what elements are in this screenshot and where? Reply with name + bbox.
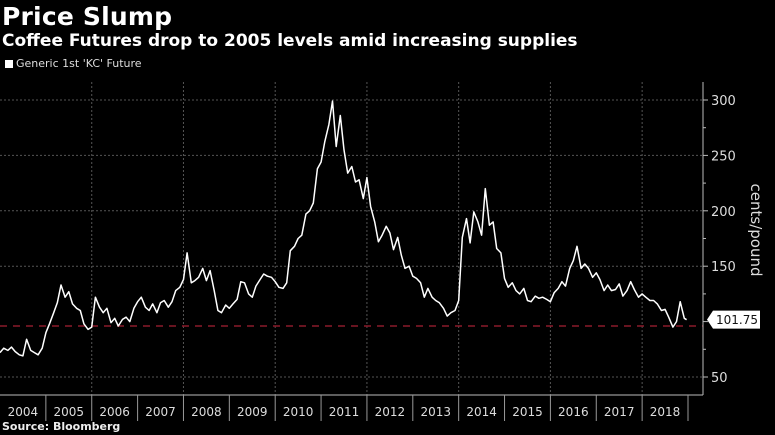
legend: Generic 1st 'KC' Future xyxy=(5,57,142,70)
gridlines xyxy=(0,82,703,395)
x-tick-label: 2015 xyxy=(512,405,543,419)
x-tick-label: 2017 xyxy=(604,405,635,419)
x-tick-label: 2007 xyxy=(145,405,176,419)
x-tick-label: 2014 xyxy=(466,405,497,419)
x-tick-label: 2012 xyxy=(375,405,406,419)
x-tick-label: 2013 xyxy=(420,405,451,419)
source-note: Source: Bloomberg xyxy=(2,420,121,433)
y-axis-ticks: 50 150 200 250 300 xyxy=(703,94,736,386)
series-line xyxy=(0,100,687,357)
x-tick-label: 2005 xyxy=(54,405,85,419)
y-tick-label: 250 xyxy=(711,149,736,164)
legend-label: Generic 1st 'KC' Future xyxy=(16,57,142,70)
legend-swatch xyxy=(5,59,13,68)
x-tick-label: 2004 xyxy=(8,405,39,419)
last-value-label: 101.75 xyxy=(716,313,758,327)
last-value-badge xyxy=(707,310,760,329)
x-tick-label: 2011 xyxy=(329,405,360,419)
x-axis-ticks: 2004 2005 2006 2007 2008 2009 2010 2011 2012 2013… xyxy=(8,395,689,421)
x-tick-label: 2016 xyxy=(558,405,589,419)
x-tick-label: 2009 xyxy=(237,405,268,419)
y-tick-label: 300 xyxy=(711,94,736,109)
x-tick-label: 2018 xyxy=(650,405,681,419)
chart-title: Price Slump xyxy=(2,2,173,31)
y-tick-label: 150 xyxy=(711,260,736,275)
chart-subtitle: Coffee Futures drop to 2005 levels amid … xyxy=(2,31,578,51)
x-tick-label: 2008 xyxy=(191,405,222,419)
y-tick-label: 200 xyxy=(711,205,736,220)
series-group xyxy=(0,100,687,357)
axis-frame xyxy=(0,82,704,396)
x-tick-label: 2006 xyxy=(99,405,130,419)
y-tick-label: 50 xyxy=(711,371,728,386)
x-tick-label: 2010 xyxy=(283,405,314,419)
y-axis-label: cents/pound xyxy=(747,183,765,277)
last-value-group: 101.75 xyxy=(707,310,760,329)
